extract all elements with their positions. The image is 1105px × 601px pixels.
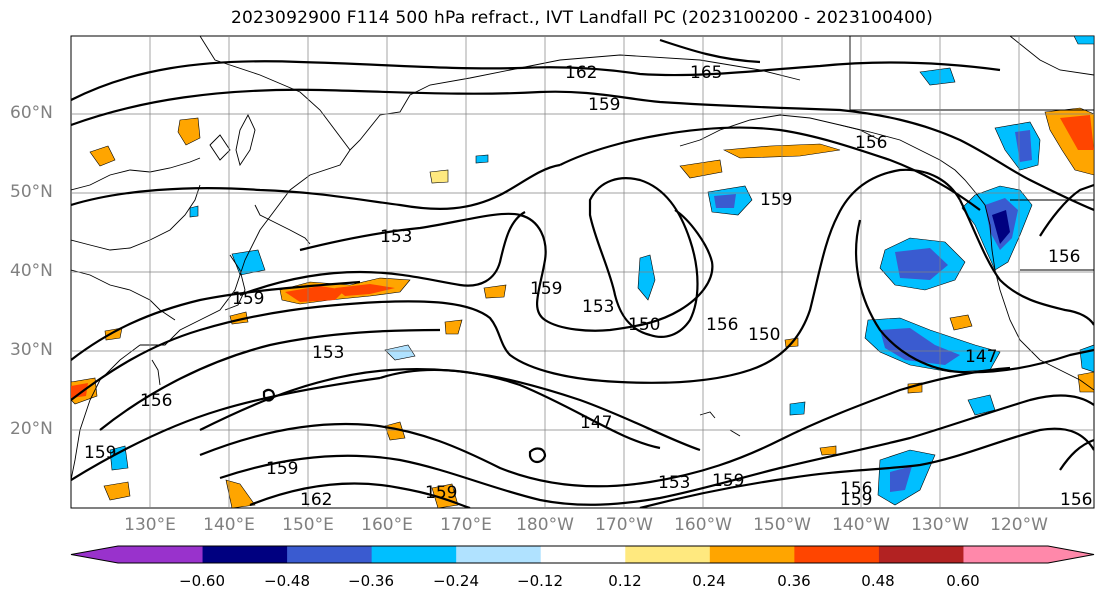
lon-label: 150°E (282, 515, 334, 535)
contour-label: 159 (530, 279, 562, 299)
colorbar-cell (456, 546, 542, 563)
lon-label: 160°E (361, 515, 413, 535)
lon-label: 150°W (753, 515, 811, 535)
contour-label: 156 (140, 391, 172, 411)
map-title: 2023092900 F114 500 hPa refract., IVT La… (230, 8, 933, 28)
contour-label: 153 (658, 473, 690, 493)
lat-label: 50°N (10, 182, 53, 202)
contour-label: 159 (840, 490, 872, 510)
lat-label: 40°N (10, 261, 53, 281)
colorbar-tick: −0.36 (348, 572, 394, 590)
colorbar-cell (287, 546, 373, 563)
contour-label: 147 (580, 413, 612, 433)
colorbar-extend-max (1048, 546, 1094, 563)
contour-label: 153 (380, 227, 412, 247)
colorbar-extend-min (71, 546, 118, 563)
contour-label: 162 (565, 63, 597, 83)
contour-label: 156 (1048, 247, 1080, 267)
colorbar-tick: 0.48 (861, 572, 895, 590)
lat-label: 30°N (10, 340, 53, 360)
lon-label: 120°W (990, 515, 1048, 535)
colorbar-tick: −0.24 (433, 572, 479, 590)
colorbar-cell (794, 546, 880, 563)
contour-label: 153 (312, 343, 344, 363)
colorbar-tick: 0.24 (692, 572, 726, 590)
colorbar-tick: 0.60 (946, 572, 980, 590)
lon-label: 170°W (595, 515, 653, 535)
colorbar-tick: −0.48 (264, 572, 310, 590)
lon-label: 160°W (674, 515, 732, 535)
contour-label: 159 (588, 95, 620, 115)
contour-label: 150 (628, 315, 660, 335)
colorbar-cell (878, 546, 964, 563)
contour-label: 159 (232, 289, 264, 309)
colorbar-tick: −0.60 (179, 572, 225, 590)
contour-label: 159 (425, 483, 457, 503)
contour-label: 159 (84, 443, 116, 463)
contour-label: 162 (300, 490, 332, 510)
colorbar-cell (118, 546, 204, 563)
lat-label: 60°N (10, 103, 53, 123)
colorbar-cell (625, 546, 711, 563)
colorbar-cell (202, 546, 288, 563)
lat-label: 20°N (10, 419, 53, 439)
contour-label: 147 (965, 347, 997, 367)
contour-label: 150 (748, 325, 780, 345)
lon-label: 130°E (124, 515, 176, 535)
colorbar-cell (540, 546, 626, 563)
colorbar-cell (371, 546, 457, 563)
contour-label: 156 (840, 479, 872, 499)
colorbar-tick: −0.12 (517, 572, 563, 590)
contour-label: 156 (1060, 490, 1092, 510)
contour-label: 165 (690, 63, 722, 83)
lon-label: 130°W (911, 515, 969, 535)
lon-label: 140°E (203, 515, 255, 535)
contour-label: 159 (760, 190, 792, 210)
grid-lines (71, 36, 1094, 508)
colorbar-cell (963, 546, 1049, 563)
colorbar-tick: 0.12 (608, 572, 642, 590)
contour-label: 156 (855, 133, 887, 153)
colorbar-cells (71, 546, 1094, 563)
contour-label: 159 (712, 471, 744, 491)
contour-label: 153 (582, 297, 614, 317)
colorbar-cell (709, 546, 795, 563)
colorbar-tick: 0.36 (777, 572, 811, 590)
lon-label: 180°W (516, 515, 574, 535)
colorbar-outline (70, 545, 1095, 564)
lon-label: 170°E (440, 515, 492, 535)
contour-labels: 162 165 159 156 159 153 159 153 150 156 … (84, 63, 1092, 510)
contour-label: 159 (266, 459, 298, 479)
contour-label: 156 (706, 315, 738, 335)
refractivity-contours (71, 38, 1094, 508)
lon-label: 140°W (832, 515, 890, 535)
